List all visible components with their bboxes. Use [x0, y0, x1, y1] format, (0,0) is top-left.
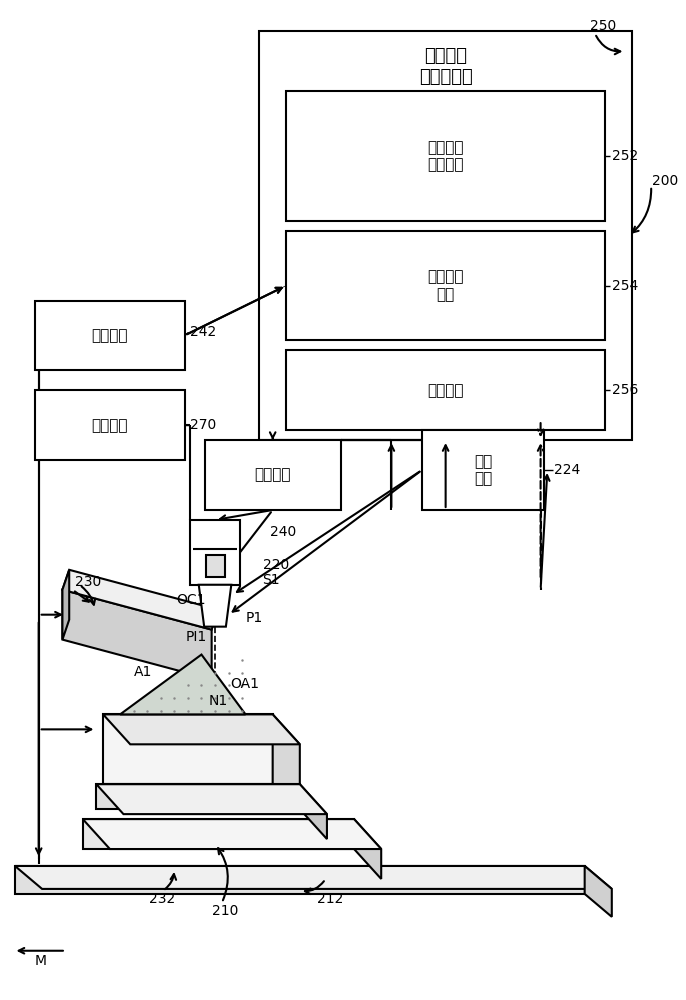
FancyBboxPatch shape [206, 555, 224, 577]
Text: 254: 254 [612, 279, 638, 293]
Polygon shape [96, 784, 300, 809]
Text: 成像器和
照明控制: 成像器和 照明控制 [427, 140, 464, 172]
Text: 图像数据: 图像数据 [255, 468, 291, 483]
Text: 220: 220 [263, 558, 289, 572]
FancyBboxPatch shape [422, 430, 544, 510]
Text: 252: 252 [612, 149, 638, 163]
Polygon shape [62, 590, 212, 680]
FancyBboxPatch shape [286, 91, 605, 221]
Text: 照明控制: 照明控制 [92, 418, 128, 433]
Text: 232: 232 [150, 892, 176, 906]
Polygon shape [62, 570, 218, 630]
Text: OC1: OC1 [176, 593, 206, 607]
Text: 200: 200 [652, 174, 678, 188]
Text: 240: 240 [270, 525, 296, 539]
FancyBboxPatch shape [35, 301, 185, 370]
Polygon shape [103, 714, 272, 784]
Polygon shape [15, 866, 612, 889]
Text: 256: 256 [612, 383, 638, 397]
Polygon shape [62, 570, 69, 640]
Text: N1: N1 [209, 694, 228, 708]
Text: 270: 270 [190, 418, 216, 432]
Polygon shape [272, 714, 300, 814]
Polygon shape [199, 585, 231, 627]
Polygon shape [15, 866, 584, 894]
Polygon shape [96, 784, 327, 814]
Polygon shape [584, 866, 612, 917]
Text: 242: 242 [190, 325, 216, 339]
Polygon shape [120, 655, 246, 714]
Text: A1: A1 [134, 665, 153, 679]
FancyBboxPatch shape [189, 520, 241, 585]
Polygon shape [354, 819, 381, 879]
Text: 光圈
控制: 光圈 控制 [474, 454, 492, 486]
Polygon shape [83, 819, 381, 849]
Text: 210: 210 [212, 904, 238, 918]
Text: 212: 212 [317, 892, 343, 906]
FancyBboxPatch shape [286, 231, 605, 340]
Text: 运动信息: 运动信息 [92, 328, 128, 343]
Text: 230: 230 [75, 575, 101, 589]
FancyBboxPatch shape [205, 440, 340, 510]
Text: P1: P1 [246, 611, 263, 625]
Text: PI1: PI1 [186, 630, 207, 644]
Text: M: M [35, 954, 47, 968]
Text: 224: 224 [554, 463, 580, 477]
Text: 视觉系统
工具: 视觉系统 工具 [427, 269, 464, 302]
Polygon shape [83, 819, 354, 849]
Text: OA1: OA1 [230, 677, 259, 691]
Text: S1: S1 [263, 573, 280, 587]
Polygon shape [103, 714, 300, 744]
Text: 视觉系统
处理（器）: 视觉系统 处理（器） [418, 47, 473, 86]
Text: 250: 250 [590, 19, 616, 33]
Text: 检测发现: 检测发现 [427, 383, 464, 398]
FancyBboxPatch shape [35, 390, 185, 460]
FancyBboxPatch shape [286, 350, 605, 430]
Polygon shape [300, 784, 327, 839]
FancyBboxPatch shape [259, 31, 632, 440]
